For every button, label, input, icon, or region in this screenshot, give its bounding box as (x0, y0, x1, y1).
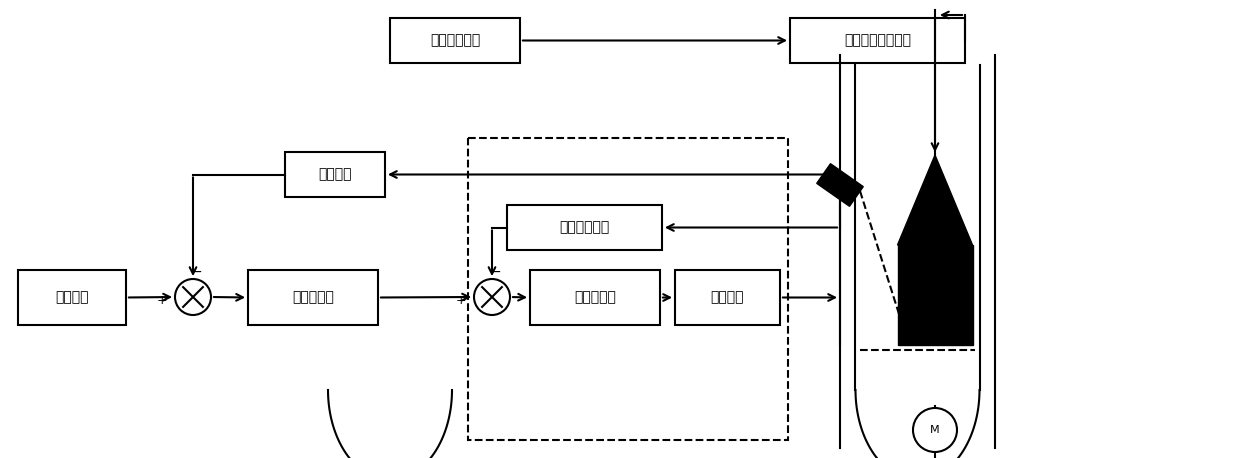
Text: −: − (191, 265, 202, 279)
Polygon shape (817, 164, 864, 206)
Text: +: + (456, 294, 466, 306)
Circle shape (175, 279, 211, 315)
Circle shape (475, 279, 510, 315)
Bar (530, 270, 660, 325)
Text: 直径控制器: 直径控制器 (292, 290, 335, 305)
Bar (507, 205, 662, 250)
Text: 提拉速度设定: 提拉速度设定 (430, 33, 481, 48)
Polygon shape (897, 245, 973, 345)
Bar (790, 18, 965, 63)
Circle shape (913, 408, 957, 452)
Bar (390, 18, 520, 63)
Text: 提拉速度调节机构: 提拉速度调节机构 (844, 33, 911, 48)
Text: 温度控制器: 温度控制器 (574, 290, 616, 305)
Text: 加热装置: 加热装置 (711, 290, 745, 305)
Polygon shape (897, 155, 973, 245)
Bar (285, 152, 385, 197)
Bar (468, 138, 788, 440)
Text: M: M (930, 425, 940, 435)
Bar (19, 270, 126, 325)
Text: 热场温度检测: 热场温度检测 (559, 220, 610, 234)
Text: −: − (489, 265, 501, 279)
Text: +: + (156, 294, 167, 306)
Bar (675, 270, 781, 325)
Text: 直径检测: 直径检测 (318, 168, 352, 181)
Bar (248, 270, 378, 325)
Text: 直径设定: 直径设定 (56, 290, 89, 305)
